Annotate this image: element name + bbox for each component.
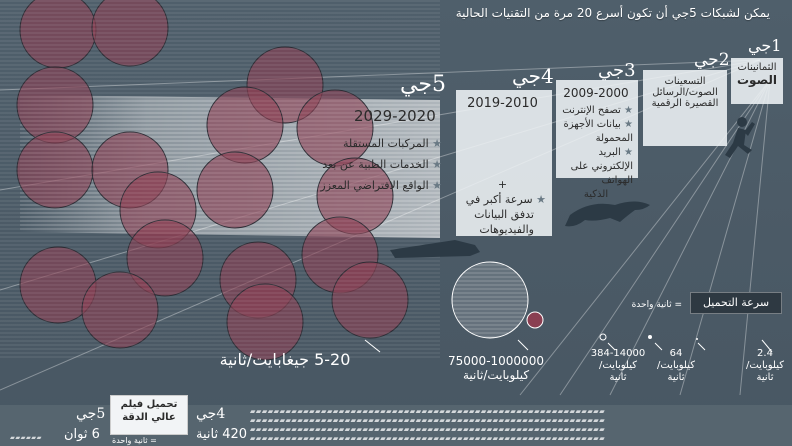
download-seconds-4g: ▰▰▰▰▰▰▰▰▰▰▰▰▰▰▰▰▰▰▰▰▰▰▰▰▰▰▰▰▰▰▰▰▰▰▰▰▰▰▰▰… bbox=[250, 408, 606, 444]
bottom-5g-label: 5جي bbox=[76, 406, 106, 422]
hd-movie-box: تحميل فيلم عالي الدقة bbox=[110, 395, 188, 435]
download-speed-title: سرعة التحميل bbox=[690, 292, 782, 314]
speed-label-5g: 5-20 جيغابايت/ثانية bbox=[219, 350, 351, 369]
panel-5g: 2029-2020 ★ المركبات المستقلة ★ الخدمات … bbox=[276, 106, 442, 216]
speed-unit-1g: كيلوبايت/ bbox=[745, 360, 785, 371]
feature-3g-4: الذكية bbox=[583, 189, 609, 200]
gen-label-5g: 5جي bbox=[400, 72, 446, 97]
feature-5g-3: ★ الواقع الافتراضي المعزز bbox=[320, 179, 442, 192]
speed-value-1g: 2.4 bbox=[757, 348, 773, 359]
speed-value-3g: 384-14000 bbox=[590, 348, 646, 359]
era-5g: 2029-2020 bbox=[354, 107, 436, 125]
download-speed-legend: = ثانية واحدة bbox=[631, 300, 682, 310]
star-icon: ★ bbox=[428, 158, 442, 171]
gen-label-4g: 4جي bbox=[512, 64, 554, 88]
speed-unit2-2g: ثانية bbox=[667, 372, 685, 383]
panel-4g: 2019-2010 + ★ سرعة أكبر في تدفق البيانات… bbox=[456, 90, 552, 236]
speed-label-2g: 64 كيلوبايت/ ثانية bbox=[648, 348, 704, 384]
feature-3g-3: ★ البريد الإلكتروني على الهواتف bbox=[570, 147, 633, 186]
speed-unit2-1g: ثانية bbox=[756, 372, 774, 383]
feature-4g-2: تدفق البيانات bbox=[474, 208, 534, 221]
feature-4g-inherit bbox=[459, 115, 546, 177]
speed-circle-4g-small bbox=[526, 311, 544, 329]
page-title: يمكن لشبكات 5جي أن تكون أسرع 20 مرة من ا… bbox=[455, 6, 770, 20]
bottom-legend: = ثانية واحدة bbox=[112, 436, 157, 445]
star-icon: ★ bbox=[532, 193, 546, 206]
feature-3g-2: ★ بيانات الأجهزة المحمولة bbox=[563, 119, 633, 144]
feature-5g-2: ★ الخدمات الطبية عن بعد bbox=[322, 158, 442, 171]
bottom-4g-label: 4جي bbox=[196, 406, 226, 422]
speed-unit-2g: كيلوبايت/ bbox=[656, 360, 696, 371]
panel-3g: 2009-2000 ★ تصفح الإنترنت ★ بيانات الأجه… bbox=[556, 80, 638, 200]
bottom-5g-time: 6 ثوان bbox=[64, 427, 100, 442]
gen-label-1g: 1جي bbox=[748, 36, 782, 55]
speed-circle-4g-large-stripes bbox=[452, 262, 528, 338]
star-icon: ★ bbox=[428, 179, 442, 192]
star-icon: ★ bbox=[620, 119, 633, 130]
speed-dot-2g bbox=[648, 335, 652, 339]
speed-value-2g: 64 bbox=[669, 348, 683, 359]
feature-2g-2: القصيرة الرقمية bbox=[651, 98, 719, 109]
star-icon: ★ bbox=[620, 147, 633, 158]
speed-unit2-3g: ثانية bbox=[609, 372, 627, 383]
speed-dot-1g bbox=[696, 338, 698, 340]
speed-unit-4g: كيلوبايت/ثانية bbox=[462, 368, 530, 382]
feature-4g-1: ★ سرعة أكبر في bbox=[465, 193, 546, 206]
label-connectors bbox=[364, 339, 773, 353]
speed-dot-3g bbox=[599, 333, 607, 341]
star-icon: ★ bbox=[428, 137, 442, 150]
era-3g: 2009-2000 bbox=[563, 86, 629, 100]
gen-label-3g: 3جي bbox=[598, 60, 636, 81]
runner-silhouette bbox=[725, 117, 755, 158]
feature-1g: الصوت bbox=[736, 73, 778, 87]
hd-title: تحميل فيلم bbox=[120, 399, 178, 410]
gen-label-2g: 2جي bbox=[694, 50, 730, 70]
panel-2g: التسعينات الصوت/الرسائل القصيرة الرقمية bbox=[643, 70, 727, 146]
plus-sign: + bbox=[497, 178, 508, 191]
cheetah-silhouette bbox=[565, 201, 650, 227]
bottom-bar: ▰▰▰▰▰▰▰▰▰▰▰▰▰▰▰▰▰▰▰▰▰▰▰▰▰▰▰▰▰▰▰▰▰▰▰▰▰▰▰▰… bbox=[0, 395, 792, 446]
race-car-silhouette bbox=[390, 240, 480, 258]
speed-value-4g: 75000-1000000 bbox=[448, 354, 544, 368]
speed-unit-3g: كيلوبايت/ bbox=[598, 360, 638, 371]
speed-label-1g: 2.4 كيلوبايت/ ثانية bbox=[740, 348, 790, 384]
feature-2g-1: الصوت/الرسائل bbox=[652, 87, 718, 98]
speed-label-4g: 75000-1000000 كيلوبايت/ثانية bbox=[440, 354, 552, 382]
hd-title2: عالي الدقة bbox=[122, 412, 176, 423]
bottom-4g-time: 420 ثانية bbox=[196, 427, 248, 442]
download-seconds-5g: ▰▰▰▰▰▰ bbox=[10, 433, 42, 442]
star-icon: ★ bbox=[620, 105, 633, 116]
feature-4g-3: والفيديوهات bbox=[479, 223, 534, 236]
panel-1g: الثمانينات الصوت bbox=[731, 58, 783, 104]
feature-5g-1: ★ المركبات المستقلة bbox=[343, 137, 442, 150]
speed-label-3g: 384-14000 كيلوبايت/ ثانية bbox=[586, 348, 650, 384]
era-1g: الثمانينات bbox=[737, 62, 777, 73]
era-4g: 2019-2010 bbox=[467, 96, 538, 111]
era-2g: التسعينات bbox=[664, 76, 706, 87]
feature-3g-1: ★ تصفح الإنترنت bbox=[562, 105, 633, 116]
